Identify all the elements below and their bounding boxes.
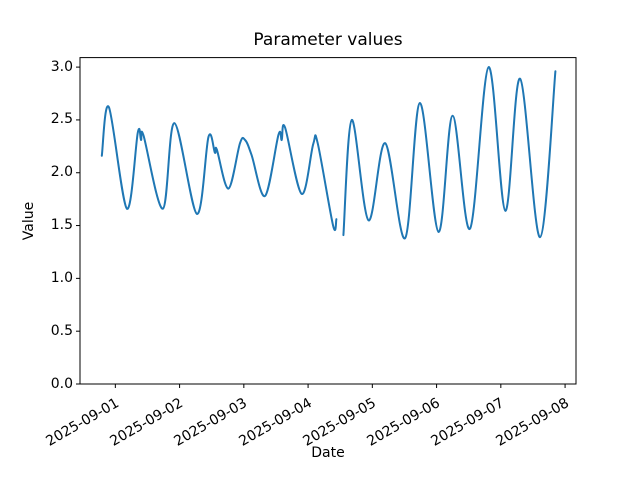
data-line	[100, 105, 338, 232]
y-tick-label: 1.0	[50, 269, 73, 286]
axes-frame	[79, 57, 577, 385]
y-tick-label: 2.5	[50, 111, 73, 128]
chart-title: Parameter values	[253, 30, 403, 50]
y-axis-label: Value	[21, 201, 37, 241]
y-tick-label: 0.0	[50, 375, 73, 392]
data-line	[342, 66, 557, 240]
y-tick-label: 3.0	[50, 58, 73, 75]
y-tick-label: 2.0	[50, 164, 73, 181]
y-tick-label: 0.5	[50, 322, 73, 339]
x-axis-label: Date	[311, 445, 345, 461]
y-tick-label: 1.5	[50, 217, 73, 234]
